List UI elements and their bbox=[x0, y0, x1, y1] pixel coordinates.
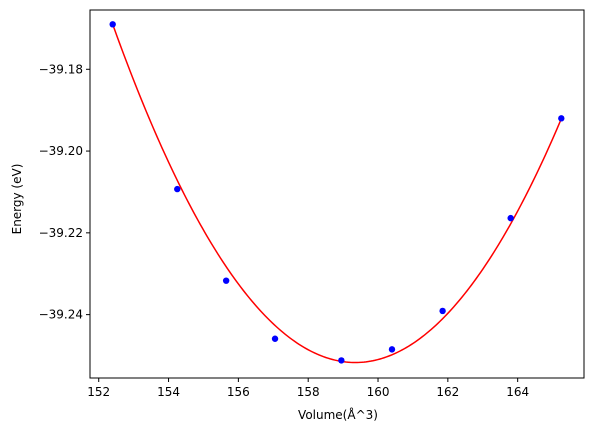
y-axis-ticks: −39.18 −39.20 −39.22 −39.24 bbox=[39, 62, 90, 322]
x-tick-label: 156 bbox=[227, 385, 250, 399]
x-axis-title: Volume(Å^3) bbox=[298, 407, 378, 422]
x-tick-label: 152 bbox=[87, 385, 110, 399]
data-point bbox=[174, 185, 181, 193]
x-tick-label: 164 bbox=[506, 385, 529, 399]
y-axis-title: Energy (eV) bbox=[10, 164, 24, 235]
plot-area bbox=[89, 9, 585, 379]
x-tick-label: 154 bbox=[157, 385, 180, 399]
y-tick-label: −39.20 bbox=[39, 144, 83, 158]
data-point bbox=[109, 21, 116, 28]
y-tick-label: −39.22 bbox=[39, 226, 83, 240]
x-tick-label: 160 bbox=[367, 385, 390, 399]
fit-curve bbox=[111, 24, 562, 364]
data-point bbox=[439, 307, 446, 315]
data-point bbox=[558, 115, 565, 122]
y-tick-label: −39.24 bbox=[39, 308, 83, 322]
data-point bbox=[222, 277, 230, 284]
y-tick-label: −39.18 bbox=[39, 62, 83, 76]
x-tick-label: 158 bbox=[297, 385, 320, 399]
data-point bbox=[388, 346, 396, 353]
plot-frame bbox=[89, 9, 585, 379]
data-point bbox=[338, 357, 345, 364]
x-axis-ticks: 152 154 156 158 160 162 164 bbox=[87, 378, 529, 399]
data-point bbox=[507, 214, 514, 222]
data-point bbox=[271, 335, 279, 342]
x-tick-label: 162 bbox=[436, 385, 459, 399]
